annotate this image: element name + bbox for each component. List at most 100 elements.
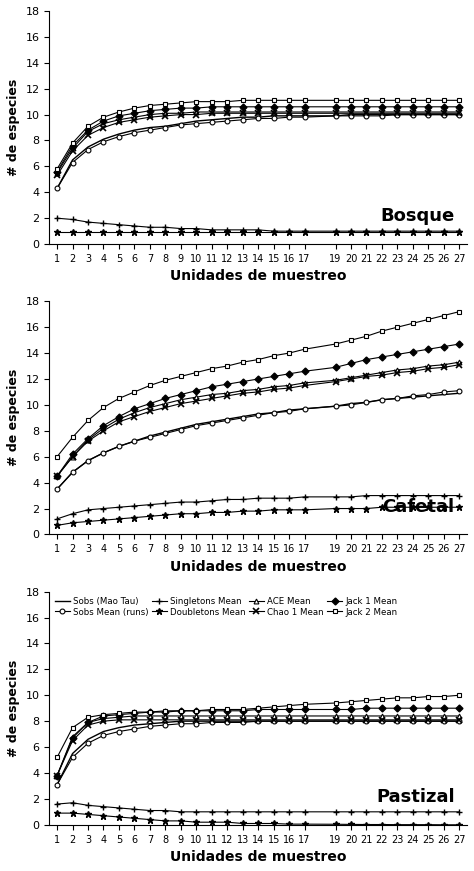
Chao 1 Mean [54,170,60,180]
ACE Mean [70,143,75,153]
Singletons Mean [70,509,75,519]
ACE Mean [364,711,369,721]
Jack 2 Mean [100,402,106,413]
Jack 2 Mean [379,694,385,705]
Doubletons Mean [100,515,106,525]
Sobs Mean (runs) [70,467,75,477]
ACE Mean [348,107,354,118]
Jack 2 Mean [271,350,276,361]
Doubletons Mean [163,227,168,238]
Line: Chao 1 Mean: Chao 1 Mean [54,361,463,480]
Jack 2 Mean [426,692,431,702]
ACE Mean [240,711,246,721]
Chao 1 Mean [441,108,447,118]
Sobs (Mao Tau) [426,110,431,120]
Jack 1 Mean [348,102,354,112]
Singletons Mean [394,807,400,817]
Jack 1 Mean [116,111,122,121]
Singletons Mean [271,807,276,817]
Singletons Mean [302,226,308,236]
Sobs (Mao Tau) [394,393,400,403]
X-axis label: Unidades de muestreo: Unidades de muestreo [170,269,346,283]
Jack 2 Mean [116,393,122,403]
Line: Sobs (Mao Tau): Sobs (Mao Tau) [57,393,459,490]
Jack 1 Mean [178,706,184,716]
Chao 1 Mean [255,108,261,118]
Jack 1 Mean [193,386,199,396]
Sobs Mean (runs) [441,110,447,120]
ACE Mean [100,713,106,724]
Sobs (Mao Tau) [70,748,75,759]
Chao 1 Mean [271,714,276,725]
ACE Mean [178,395,184,405]
Jack 1 Mean [193,103,199,113]
Sobs Mean (runs) [224,116,230,126]
Jack 1 Mean [54,166,60,177]
Jack 2 Mean [286,348,292,358]
Jack 2 Mean [70,722,75,733]
ACE Mean [224,711,230,721]
Sobs (Mao Tau) [100,134,106,145]
Sobs Mean (runs) [100,137,106,147]
Sobs (Mao Tau) [441,110,447,120]
Jack 2 Mean [147,100,153,111]
Doubletons Mean [364,503,369,514]
ACE Mean [132,711,137,721]
Sobs (Mao Tau) [410,110,416,120]
Sobs Mean (runs) [410,390,416,401]
ACE Mean [271,107,276,118]
Doubletons Mean [209,507,215,517]
Legend: Sobs (Mao Tau), Sobs Mean (runs), Singletons Mean, Doubletons Mean, ACE Mean, Ch: Sobs (Mao Tau), Sobs Mean (runs), Single… [54,596,398,618]
Jack 1 Mean [209,706,215,716]
Singletons Mean [255,225,261,235]
Sobs Mean (runs) [456,386,462,396]
Chao 1 Mean [85,436,91,447]
Sobs (Mao Tau) [178,118,184,129]
ACE Mean [193,711,199,721]
Singletons Mean [116,502,122,512]
Doubletons Mean [85,227,91,238]
Chao 1 Mean [348,108,354,118]
Singletons Mean [100,801,106,812]
Y-axis label: # de especies: # de especies [7,659,20,757]
Doubletons Mean [333,503,338,514]
Doubletons Mean [348,503,354,514]
Chao 1 Mean [147,112,153,123]
ACE Mean [410,363,416,374]
Chao 1 Mean [441,362,447,373]
Jack 1 Mean [348,705,354,715]
Jack 2 Mean [209,705,215,715]
Doubletons Mean [240,506,246,517]
Singletons Mean [132,501,137,511]
Jack 2 Mean [178,706,184,716]
ACE Mean [240,386,246,396]
Line: Sobs Mean (runs): Sobs Mean (runs) [55,719,462,787]
Jack 1 Mean [364,102,369,112]
Chao 1 Mean [132,411,137,422]
Jack 1 Mean [348,358,354,368]
Singletons Mean [147,222,153,233]
Jack 1 Mean [209,381,215,392]
Chao 1 Mean [255,387,261,397]
Jack 2 Mean [364,95,369,105]
Line: Singletons Mean: Singletons Mean [54,215,463,234]
Chao 1 Mean [426,363,431,374]
Singletons Mean [426,807,431,817]
Sobs Mean (runs) [456,110,462,120]
Sobs (Mao Tau) [410,716,416,726]
Jack 2 Mean [333,698,338,708]
ACE Mean [193,107,199,118]
Chao 1 Mean [163,714,168,725]
Doubletons Mean [379,502,385,512]
Jack 1 Mean [456,102,462,112]
Singletons Mean [410,226,416,236]
Jack 2 Mean [85,121,91,132]
Doubletons Mean [333,227,338,238]
Chao 1 Mean [426,108,431,118]
Sobs (Mao Tau) [209,114,215,125]
Sobs (Mao Tau) [193,419,199,429]
Sobs Mean (runs) [333,716,338,726]
Chao 1 Mean [302,381,308,391]
Jack 2 Mean [193,368,199,378]
Sobs (Mao Tau) [163,121,168,132]
